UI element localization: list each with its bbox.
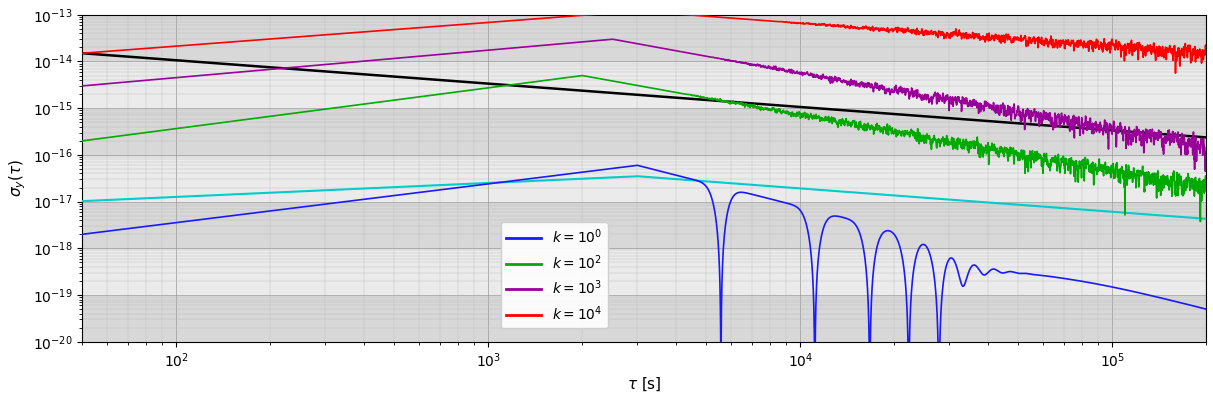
- Bar: [82, 295, 1206, 342]
- Bar: [82, 15, 1206, 62]
- Bar: [82, 202, 1206, 248]
- Bar: [82, 248, 1206, 295]
- Bar: [82, 62, 1206, 108]
- Bar: [82, 108, 1206, 155]
- Legend: $k= 10^0$, $k= 10^2$, $k= 10^3$, $k= 10^4$: $k= 10^0$, $k= 10^2$, $k= 10^3$, $k= 10^…: [501, 222, 608, 328]
- X-axis label: $\tau$ [s]: $\tau$ [s]: [627, 376, 661, 393]
- Bar: [82, 155, 1206, 202]
- Y-axis label: $\sigma_y(\tau)$: $\sigma_y(\tau)$: [7, 159, 28, 197]
- Bar: [82, 0, 1206, 15]
